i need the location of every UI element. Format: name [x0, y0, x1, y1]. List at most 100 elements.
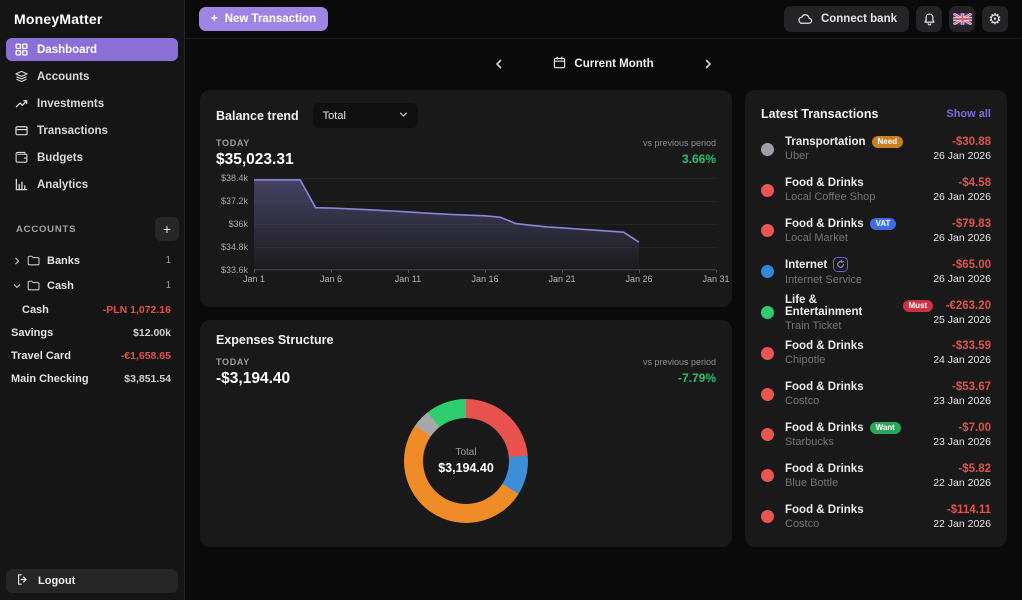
expenses-title: Expenses Structure: [216, 333, 334, 347]
connect-bank-button[interactable]: Connect bank: [783, 6, 909, 32]
sidebar-item-transactions[interactable]: Transactions: [6, 119, 178, 142]
sidebar-item-label: Transactions: [37, 124, 108, 137]
settings-button[interactable]: ⚙: [982, 6, 1008, 32]
sidebar-nav: Dashboard Accounts Investments Transactions…: [0, 38, 184, 200]
transaction-row[interactable]: Food & Drinks Want Starbucks -$7.00 23 Jan 2…: [761, 415, 991, 456]
dashboard-icon: [15, 43, 28, 56]
balance-trend-card: Balance trend Total TODAY $35,023.31: [200, 90, 732, 307]
sidebar-item-budgets[interactable]: Budgets: [6, 146, 178, 169]
next-period-button[interactable]: [698, 54, 718, 74]
transaction-merchant: Uber: [785, 150, 809, 163]
sidebar-item-label: Budgets: [37, 151, 83, 164]
new-transaction-label: New Transaction: [224, 13, 317, 25]
transaction-row[interactable]: Food & Drinks Chipotle -$33.59 24 Jan 2026: [761, 333, 991, 374]
transaction-row[interactable]: Food & Drinks Local Coffee Shop -$4.58 26 J…: [761, 170, 991, 211]
x-tick-label: Jan 31: [702, 274, 730, 284]
category-dot: [761, 183, 774, 197]
y-tick-label: $38.4k: [220, 173, 248, 183]
folder-count: 1: [165, 280, 171, 291]
period-selector[interactable]: Current Month: [553, 56, 654, 72]
language-button[interactable]: [949, 6, 975, 32]
sidebar-item-label: Analytics: [37, 178, 89, 191]
analytics-icon: [15, 178, 28, 191]
topbar-right: Connect bank ⚙: [783, 6, 1008, 32]
sidebar-item-label: Accounts: [37, 70, 90, 83]
x-tick-label: Jan 6: [319, 274, 342, 284]
transaction-row[interactable]: Food & Drinks Costco -$114.11 22 Jan 2026: [761, 496, 991, 537]
account-row-travel-card[interactable]: Travel Card -€1,658.65: [0, 344, 184, 367]
balance-trend-line: [254, 179, 640, 270]
account-row-cash[interactable]: Cash -PLN 1,072.16: [0, 298, 184, 321]
transaction-date: 25 Jan 2026: [933, 313, 991, 326]
accounts-section-title: ACCOUNTS: [16, 223, 77, 235]
transaction-merchant: Train Ticket: [785, 319, 842, 332]
expenses-structure-card: Expenses Structure TODAY -$3,194.40 vs p…: [200, 320, 732, 547]
transaction-amount: -$65.00: [951, 258, 991, 271]
chart-plot-area: [254, 178, 716, 271]
expenses-vs-previous: vs previous period -7.79%: [643, 357, 716, 385]
chevron-down-icon: [13, 282, 21, 290]
sidebar-item-analytics[interactable]: Analytics: [6, 173, 178, 196]
balance-trend-title: Balance trend: [216, 108, 299, 123]
folder-name: Cash: [47, 279, 74, 292]
gridline: [254, 178, 716, 179]
investments-icon: [15, 97, 28, 110]
transaction-category: Transportation: [785, 136, 866, 149]
sidebar-item-accounts[interactable]: Accounts: [6, 65, 178, 88]
folder-row-banks[interactable]: Banks 1: [0, 248, 184, 273]
transaction-category: Food & Drinks: [785, 217, 864, 230]
prev-period-button[interactable]: [489, 54, 509, 74]
app-logo: MoneyMatter: [14, 11, 103, 27]
folder-row-cash[interactable]: Cash 1: [0, 273, 184, 298]
transaction-row[interactable]: Transportation Need Uber -$30.88 26 Jan 2026: [761, 129, 991, 170]
folder-count: 1: [165, 255, 171, 266]
transaction-row[interactable]: Food & Drinks Costco -$53.67 23 Jan 2026: [761, 374, 991, 415]
add-account-button[interactable]: +: [155, 217, 179, 241]
x-tick: [485, 270, 486, 273]
show-all-link[interactable]: Show all: [946, 108, 991, 120]
transaction-date: 26 Jan 2026: [933, 150, 991, 163]
transaction-merchant: Chipotle: [785, 354, 826, 367]
transaction-badge: Must: [902, 299, 934, 312]
logout-button[interactable]: Logout: [6, 569, 178, 593]
balance-vs-previous: vs previous period 3.66%: [643, 138, 716, 166]
transaction-merchant: Starbucks: [785, 435, 834, 448]
transaction-date: 26 Jan 2026: [933, 231, 991, 244]
transaction-merchant: Local Coffee Shop: [785, 191, 876, 204]
transaction-category: Food & Drinks: [785, 177, 864, 190]
balance-vs-value: 3.66%: [681, 152, 716, 166]
balance-filter-dropdown[interactable]: Total: [312, 103, 418, 128]
folder-icon: [27, 280, 40, 291]
transaction-row[interactable]: Life & Entertainment Must Train Ticket -€26…: [761, 292, 991, 333]
chevron-down-icon: [399, 110, 408, 122]
sidebar-item-investments[interactable]: Investments: [6, 92, 178, 115]
transaction-amount: -$79.83: [951, 217, 991, 230]
sidebar-item-dashboard[interactable]: Dashboard: [6, 38, 178, 61]
transaction-merchant: Blue Bottle: [785, 476, 839, 489]
transaction-amount: -$114.11: [946, 503, 991, 516]
calendar-icon: [553, 56, 566, 72]
balance-today: TODAY $35,023.31: [216, 138, 294, 169]
transaction-row[interactable]: Food & Drinks VAT Local Market -$79.83 26 Ja…: [761, 211, 991, 252]
account-name: Travel Card: [11, 349, 71, 362]
transaction-amount: -€263.20: [945, 299, 991, 312]
category-dot: [761, 224, 774, 238]
transaction-category: Food & Drinks: [785, 340, 864, 353]
account-row-savings[interactable]: Savings $12.00k: [0, 321, 184, 344]
balance-filter-value: Total: [322, 109, 346, 122]
expenses-today-value: -$3,194.40: [216, 370, 291, 387]
y-tick-label: $33.6k: [220, 265, 248, 275]
transaction-row[interactable]: Internet Internet Service -$65.00 26 Jan 20…: [761, 251, 991, 292]
cloud-icon: [796, 13, 813, 25]
category-dot: [761, 469, 774, 483]
new-transaction-button[interactable]: + New Transaction: [199, 7, 329, 31]
gridline: [254, 270, 716, 271]
expenses-donut-chart: Total $3,194.40: [404, 399, 528, 523]
account-row-main-checking[interactable]: Main Checking $3,851.54: [0, 367, 184, 390]
account-balance: $12.00k: [133, 326, 171, 339]
transactions-title: Latest Transactions: [761, 107, 879, 121]
notifications-button[interactable]: [916, 6, 942, 32]
accounts-icon: [15, 70, 28, 83]
transaction-date: 24 Jan 2026: [933, 354, 991, 367]
transaction-row[interactable]: Food & Drinks Blue Bottle -$5.82 22 Jan 202…: [761, 455, 991, 496]
